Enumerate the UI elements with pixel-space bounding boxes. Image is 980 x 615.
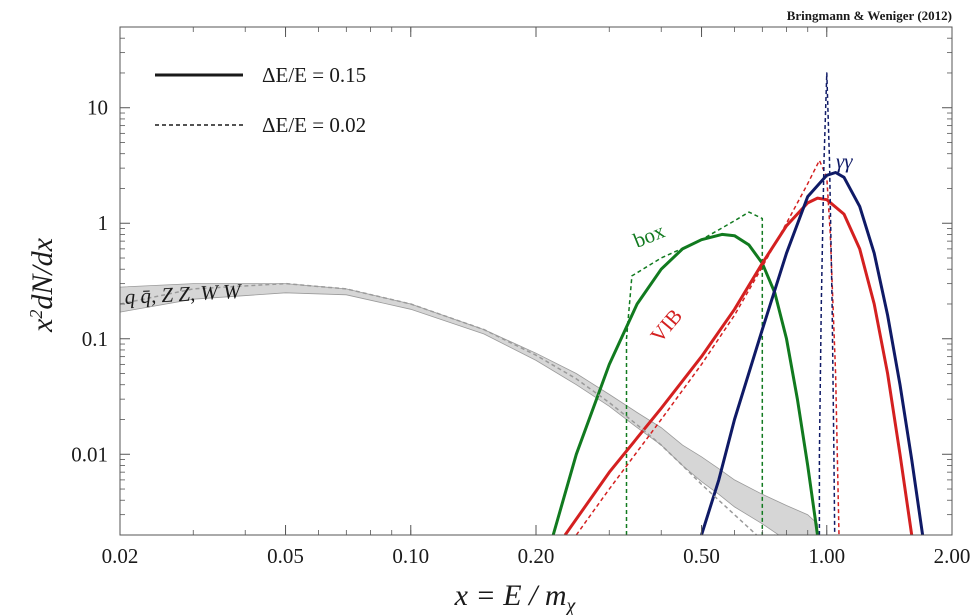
x-tick-label: 2.00 — [934, 544, 971, 568]
series-box-solid — [551, 232, 819, 535]
credit-label: Bringmann & Weniger (2012) — [787, 8, 952, 23]
annotation-box: box — [630, 218, 669, 252]
series-box-dashed — [625, 211, 764, 535]
legend-label-solid: ΔE/E = 0.15 — [262, 63, 366, 87]
series-gammagamma-dashed — [818, 72, 836, 535]
series-gammagamma-solid — [700, 171, 925, 535]
plot-area — [120, 72, 925, 535]
series-vib-solid — [563, 196, 914, 535]
series-band_edge-dashed — [120, 282, 775, 535]
x-tick-label: 0.20 — [518, 544, 555, 568]
y-axis-title: x2dN/dx — [26, 237, 59, 333]
annotation-gammagamma: γγ — [836, 149, 853, 173]
y-tick-label: 10 — [87, 96, 108, 120]
y-tick-label: 0.1 — [82, 327, 108, 351]
x-axis-title-main: x = E / m — [454, 579, 567, 612]
y-tick-label: 0.01 — [71, 442, 108, 466]
annotation-band: q q̄, Z Z, W W — [124, 279, 244, 309]
x-tick-label: 0.10 — [392, 544, 429, 568]
annotations: q q̄, Z Z, W W box VIB γγ — [124, 149, 853, 347]
y-tick-label: 1 — [98, 211, 109, 235]
legend: ΔE/E = 0.15 ΔE/E = 0.02 — [155, 63, 366, 137]
x-axis: 0.02 0.05 0.10 0.20 0.50 1.00 2.00 — [102, 27, 971, 568]
legend-label-dashed: ΔE/E = 0.02 — [262, 113, 366, 137]
series-vib-dashed — [575, 159, 840, 535]
x-tick-label: 0.50 — [683, 544, 720, 568]
x-tick-label: 0.05 — [267, 544, 304, 568]
y-axis: 0.01 0.1 1 10 — [71, 37, 952, 516]
x-tick-label: 1.00 — [808, 544, 845, 568]
x-tick-label: 0.02 — [102, 544, 139, 568]
x-axis-title: x = E / mχ — [454, 579, 577, 615]
x-axis-title-sub: χ — [565, 595, 577, 615]
band-qq-zz-ww — [120, 283, 818, 535]
annotation-vib: VIB — [645, 304, 687, 347]
